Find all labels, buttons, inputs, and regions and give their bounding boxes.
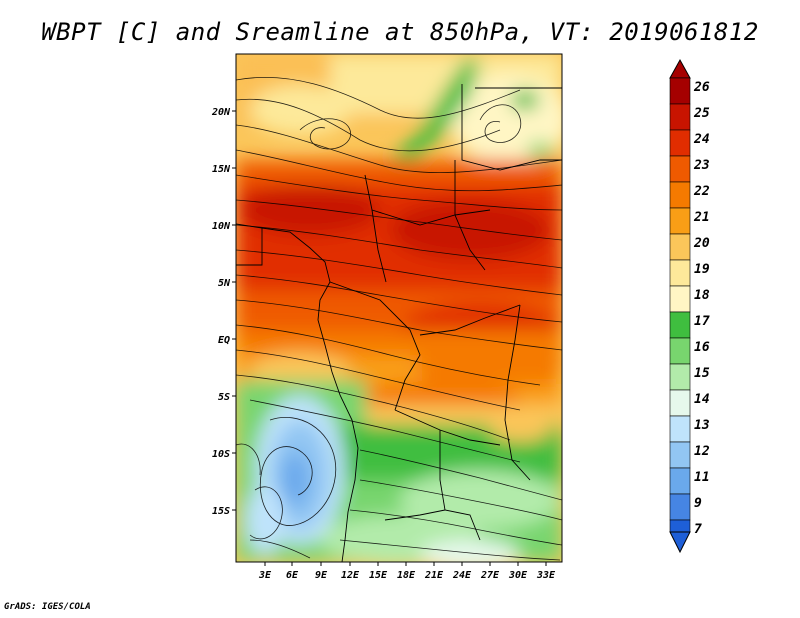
lat-label: 10N bbox=[212, 221, 231, 232]
colorbar-swatch bbox=[669, 77, 691, 105]
lon-axis: 3E 6E 9E 12E 15E 18E 21E 24E 27E 30E 33E bbox=[258, 562, 556, 581]
lat-label: 5S bbox=[218, 392, 230, 403]
colorbar-label: 20 bbox=[693, 236, 710, 251]
colorbar-swatch bbox=[669, 181, 691, 209]
colorbar-swatch bbox=[669, 207, 691, 235]
colorbar-swatch bbox=[669, 519, 691, 533]
colorbar-swatch bbox=[669, 155, 691, 183]
colorbar-top-arrow bbox=[669, 58, 691, 79]
lon-label: 18E bbox=[397, 570, 416, 581]
colorbar-swatch bbox=[669, 415, 691, 443]
lon-label: 15E bbox=[369, 570, 388, 581]
lon-label: 33E bbox=[536, 570, 556, 581]
colorbar-label: 17 bbox=[694, 314, 710, 329]
borders bbox=[236, 84, 562, 562]
lat-axis: 20N 15N 10N 5N EQ 5S 10S 15S bbox=[211, 107, 236, 517]
colorbar-label: 23 bbox=[693, 158, 710, 173]
colorbar-label: 21 bbox=[693, 210, 710, 225]
lat-label: 20N bbox=[211, 107, 231, 118]
colorbar-bottom-arrow bbox=[669, 531, 691, 554]
colorbar-swatch bbox=[669, 467, 691, 495]
colorbar-swatch bbox=[669, 129, 691, 157]
credit-text: GrADS: IGES/COLA bbox=[4, 602, 91, 612]
colorbar-label: 7 bbox=[694, 522, 702, 537]
colorbar-swatch bbox=[669, 363, 691, 391]
colorbar-swatch bbox=[669, 103, 691, 131]
lon-label: 30E bbox=[508, 570, 528, 581]
lon-label: 9E bbox=[315, 570, 328, 581]
colorbar-label: 9 bbox=[694, 496, 702, 511]
colorbar-label: 24 bbox=[693, 132, 710, 147]
colorbar-label: 26 bbox=[693, 80, 710, 95]
colorbar-swatch bbox=[669, 493, 691, 521]
colorbar-label: 22 bbox=[693, 184, 710, 199]
colorbar-label: 19 bbox=[694, 262, 710, 277]
colorbar-label: 15 bbox=[694, 366, 710, 381]
lon-label: 21E bbox=[424, 570, 444, 581]
colorbar-swatch bbox=[669, 441, 691, 469]
lon-label: 24E bbox=[452, 570, 472, 581]
lon-label: 12E bbox=[341, 570, 360, 581]
colorbar-swatch bbox=[669, 337, 691, 365]
colorbar-swatch bbox=[669, 259, 691, 287]
lon-label: 3E bbox=[258, 570, 272, 581]
colorbar-swatch bbox=[669, 389, 691, 417]
colorbar-label: 13 bbox=[694, 418, 710, 433]
lon-label: 27E bbox=[480, 570, 500, 581]
lat-label: 15S bbox=[212, 506, 230, 517]
lon-label: 6E bbox=[286, 570, 299, 581]
colorbar: 26 25 24 23 22 21 20 19 18 17 16 15 14 1… bbox=[669, 58, 710, 554]
streamlines bbox=[236, 77, 562, 561]
wbpt-field bbox=[236, 54, 562, 562]
lat-label: 5N bbox=[218, 278, 231, 289]
colorbar-label: 16 bbox=[694, 340, 710, 355]
lat-label: 15N bbox=[212, 164, 231, 175]
colorbar-label: 18 bbox=[694, 288, 710, 303]
map-frame bbox=[235, 53, 563, 563]
colorbar-swatch bbox=[669, 311, 691, 339]
colorbar-label: 12 bbox=[694, 444, 710, 459]
colorbar-label: 25 bbox=[693, 106, 710, 121]
chart-title: WBPT [C] and Sreamline at 850hPa, VT: 20… bbox=[41, 18, 759, 46]
colorbar-swatch bbox=[669, 285, 691, 313]
colorbar-swatch bbox=[669, 233, 691, 261]
colorbar-label: 14 bbox=[694, 392, 710, 407]
colorbar-label: 11 bbox=[694, 470, 710, 485]
lat-label: EQ bbox=[218, 335, 230, 346]
lat-label: 10S bbox=[212, 449, 230, 460]
